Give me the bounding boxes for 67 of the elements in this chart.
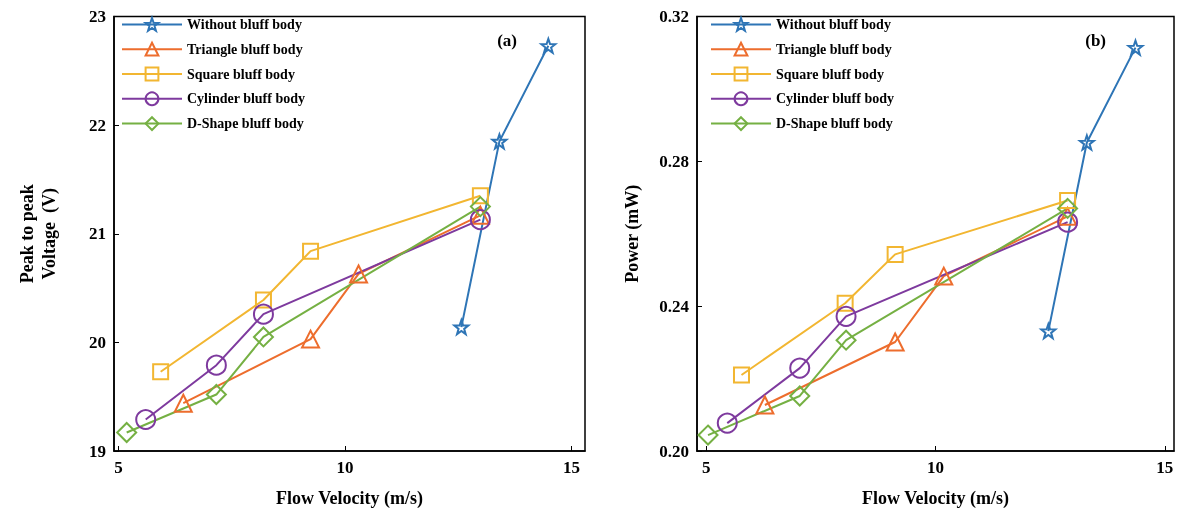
point bbox=[453, 319, 470, 336]
point bbox=[469, 196, 491, 218]
point bbox=[469, 209, 491, 231]
point bbox=[252, 326, 274, 348]
point bbox=[471, 187, 489, 205]
x-tick-label: 15 bbox=[1156, 458, 1174, 477]
legend-label: Cylinder bluff body bbox=[187, 91, 305, 107]
point bbox=[302, 242, 320, 260]
y-tick-label: 21 bbox=[89, 224, 106, 244]
legend-label: Cylinder bluff body bbox=[776, 91, 894, 107]
y-tick-label: 0.24 bbox=[659, 296, 690, 316]
y-tick-label: 0.32 bbox=[659, 7, 689, 26]
x-tick-label: 5 bbox=[114, 458, 123, 477]
point bbox=[934, 266, 954, 286]
legend-label: D-Shape bluff body bbox=[776, 116, 893, 132]
point bbox=[716, 412, 738, 434]
x-axis-title: Flow Velocity (m/s) bbox=[276, 488, 423, 509]
point bbox=[836, 294, 854, 312]
x-tick-label: 10 bbox=[927, 458, 944, 477]
point bbox=[1125, 37, 1145, 58]
point bbox=[755, 395, 775, 415]
point bbox=[697, 424, 719, 446]
y-axis-title: Power (mW) bbox=[622, 184, 643, 283]
point bbox=[885, 332, 905, 352]
point bbox=[1057, 197, 1079, 219]
point bbox=[116, 422, 138, 444]
point bbox=[349, 264, 369, 284]
y-tick-label: 22 bbox=[89, 115, 106, 135]
point bbox=[732, 366, 750, 384]
y-tick-label: 19 bbox=[89, 441, 106, 461]
point bbox=[205, 354, 227, 376]
point bbox=[173, 393, 193, 413]
x-axis-title: Flow Velocity (m/s) bbox=[862, 488, 1009, 509]
y-axis-title: Peak to peak Voltage (V) bbox=[17, 184, 60, 284]
point bbox=[886, 245, 904, 263]
point bbox=[540, 37, 557, 54]
point bbox=[835, 329, 857, 351]
y-tick-label: 20 bbox=[89, 332, 106, 352]
point bbox=[205, 384, 227, 406]
legend-label: Triangle bluff body bbox=[776, 41, 892, 57]
point bbox=[1057, 211, 1079, 233]
x-tick-label: 15 bbox=[562, 458, 580, 477]
x-tick-label: 5 bbox=[701, 458, 711, 477]
point bbox=[491, 133, 508, 150]
y-tick-label: 0.20 bbox=[659, 441, 689, 461]
point bbox=[254, 291, 272, 309]
legend-label: Without bluff body bbox=[776, 16, 891, 32]
annotation: (b) bbox=[1085, 31, 1106, 50]
legend-label: Square bluff body bbox=[187, 66, 295, 82]
point bbox=[789, 385, 811, 407]
point bbox=[835, 305, 857, 327]
legend-label: D-Shape bluff body bbox=[187, 116, 304, 132]
legend-label: Triangle bluff body bbox=[187, 41, 303, 57]
point bbox=[1077, 132, 1097, 152]
annotation: (a) bbox=[497, 31, 518, 50]
y-tick-label: 0.28 bbox=[659, 151, 689, 171]
point bbox=[252, 303, 274, 325]
point bbox=[135, 409, 157, 430]
legend-label: Square bluff body bbox=[776, 66, 884, 82]
point bbox=[301, 329, 321, 349]
x-tick-label: 10 bbox=[336, 458, 354, 477]
legend-label: Without bluff body bbox=[187, 16, 302, 32]
point bbox=[1058, 206, 1078, 226]
point bbox=[789, 357, 811, 379]
point bbox=[152, 363, 170, 381]
y-tick-label: 23 bbox=[89, 7, 106, 26]
point bbox=[470, 205, 490, 225]
